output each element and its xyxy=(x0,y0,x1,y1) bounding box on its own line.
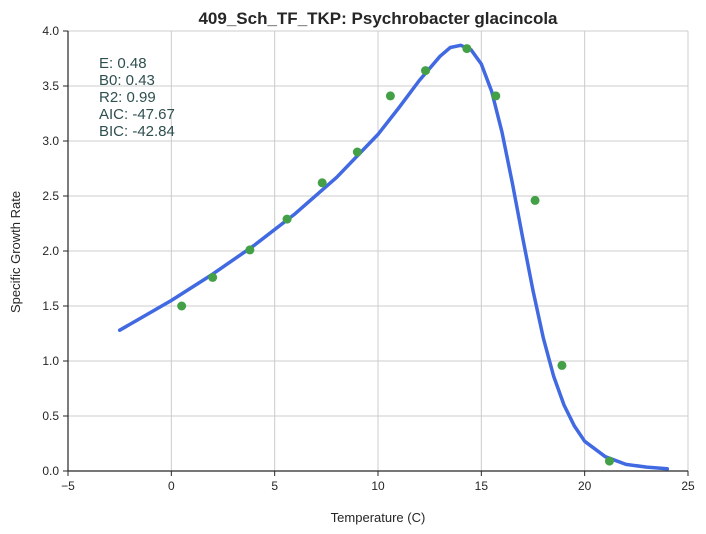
fit-curve xyxy=(117,43,670,471)
fit-stat-line: E: 0.48 xyxy=(99,55,147,72)
data-point xyxy=(604,456,614,466)
x-axis-label: Temperature (C) xyxy=(331,510,426,525)
y-tick-label: 2.0 xyxy=(42,244,59,258)
tick-labels: −5 0 5 10 15 20 25 0.0 0.5 1.0 1.5 2.0 2.5 3.0 3.5 4.0 xyxy=(42,24,695,493)
y-axis-label: Specific Growth Rate xyxy=(8,191,23,313)
y-tick-label: 0.5 xyxy=(42,409,59,423)
y-tick-label: 0.0 xyxy=(42,464,59,478)
data-point xyxy=(245,245,255,255)
axes xyxy=(63,30,689,476)
data-point xyxy=(177,301,187,311)
data-point xyxy=(557,360,567,370)
grid-lines xyxy=(67,30,689,472)
fit-stat-line: R2: 0.99 xyxy=(99,89,156,106)
x-tick-label: 5 xyxy=(271,479,278,493)
y-tick-label: 1.5 xyxy=(42,299,59,313)
data-series xyxy=(117,43,670,471)
data-point xyxy=(317,178,327,188)
x-tick-label: 0 xyxy=(168,479,175,493)
x-tick-label: 20 xyxy=(578,479,592,493)
y-tick-label: 1.0 xyxy=(42,354,59,368)
data-point xyxy=(462,44,472,54)
x-tick-label: 25 xyxy=(681,479,695,493)
fit-stat-line: AIC: -47.67 xyxy=(99,106,175,123)
data-point xyxy=(385,91,395,101)
data-point xyxy=(530,195,540,205)
x-tick-label: 15 xyxy=(475,479,489,493)
y-tick-label: 3.5 xyxy=(42,79,59,93)
x-tick-label: 10 xyxy=(371,479,385,493)
x-tick-label: −5 xyxy=(61,479,75,493)
data-point xyxy=(491,91,501,101)
data-point xyxy=(352,147,362,157)
data-point xyxy=(421,66,431,76)
data-point xyxy=(282,214,292,224)
fit-stat-line: BIC: -42.84 xyxy=(99,123,175,140)
chart-title: 409_Sch_TF_TKP: Psychrobacter glacincola xyxy=(198,9,558,28)
y-tick-label: 2.5 xyxy=(42,189,59,203)
data-point xyxy=(208,272,218,282)
fit-stat-line: B0: 0.43 xyxy=(99,72,155,89)
y-tick-label: 3.0 xyxy=(42,134,59,148)
y-tick-label: 4.0 xyxy=(42,24,59,38)
